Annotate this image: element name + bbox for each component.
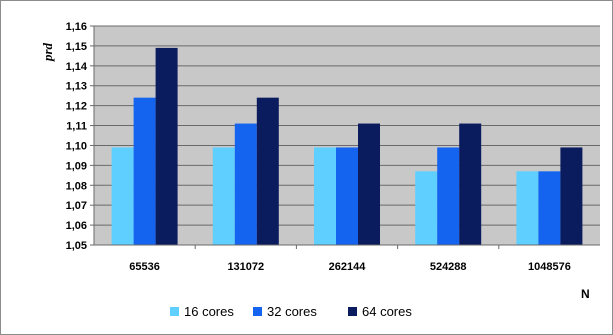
y-axis-label: prd (40, 42, 55, 62)
bar-64-cores-1048576 (560, 147, 583, 245)
legend-swatch-32-cores (253, 307, 262, 316)
bar-32-cores-524288 (437, 147, 460, 245)
bar-32-cores-262144 (336, 147, 358, 245)
y-tick-label: 1,16 (66, 21, 87, 33)
y-tick-label: 1,14 (66, 61, 88, 73)
bar-64-cores-262144 (358, 123, 380, 245)
y-tick-label: 1,05 (66, 240, 87, 252)
bar-64-cores-65536 (155, 47, 178, 246)
bar-16-cores-65536 (111, 147, 134, 245)
bar-32-cores-65536 (133, 97, 156, 245)
legend-swatch-16-cores (170, 307, 179, 316)
y-tick-label: 1,06 (66, 220, 87, 232)
bar-32-cores-131072 (234, 123, 257, 245)
bar-32-cores-1048576 (538, 171, 561, 245)
y-tick-label: 1,07 (66, 200, 87, 212)
x-tick-label: 131072 (227, 261, 264, 273)
y-tick-label: 1,09 (66, 160, 87, 172)
bar-16-cores-524288 (415, 171, 438, 245)
x-axis-label: N (581, 287, 590, 301)
legend-swatch-64-cores (348, 307, 357, 316)
bar-64-cores-131072 (256, 97, 279, 245)
legend-label-64-cores: 64 cores (362, 304, 412, 319)
x-tick-label: 524288 (430, 261, 467, 273)
y-tick-label: 1,15 (66, 41, 87, 53)
bar-64-cores-524288 (459, 123, 482, 245)
y-tick-label: 1,10 (66, 140, 87, 152)
legend: 16 cores 32 cores 64 cores (170, 304, 412, 319)
bar-16-cores-262144 (314, 147, 336, 245)
x-tick-label: 262144 (329, 261, 367, 273)
bar-16-cores-131072 (212, 147, 235, 245)
x-tick-label: 65536 (129, 261, 160, 273)
x-tick-label: 1048576 (528, 261, 571, 273)
y-tick-label: 1,11 (66, 121, 87, 133)
legend-label-16-cores: 16 cores (184, 304, 234, 319)
y-tick-label: 1,12 (66, 101, 87, 113)
legend-label-32-cores: 32 cores (267, 304, 317, 319)
y-tick-label: 1,13 (66, 81, 87, 93)
bar-16-cores-1048576 (516, 171, 539, 245)
y-tick-label: 1,08 (66, 180, 87, 192)
